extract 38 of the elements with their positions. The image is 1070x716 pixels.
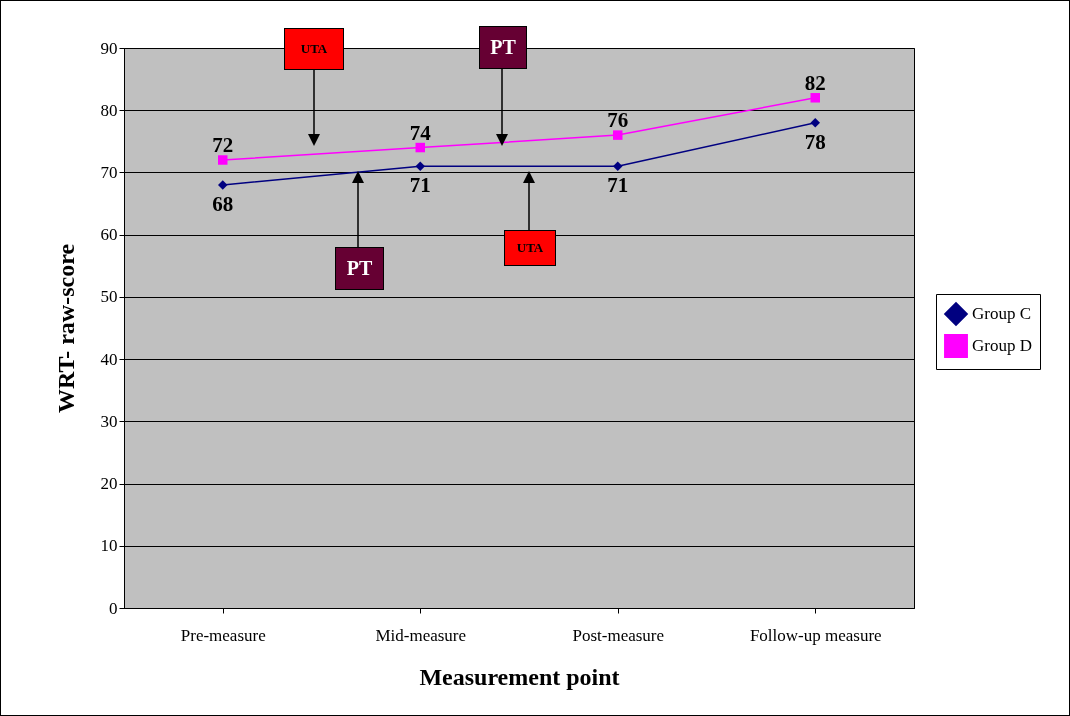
y-tick-label: 60 — [100, 225, 118, 245]
annotation: PT — [479, 26, 527, 69]
point — [810, 93, 820, 103]
x-tick-label: Pre-measure — [180, 625, 266, 645]
y-axis-title: WRT- raw-score — [52, 243, 79, 414]
point — [415, 161, 425, 171]
legend-label: Group C — [972, 304, 1032, 323]
legend-label: Group D — [972, 336, 1032, 355]
y-tick-label: 10 — [100, 536, 118, 556]
y-tick-label: 80 — [100, 100, 118, 120]
point — [613, 161, 623, 171]
x-tick-label: Post-measure — [572, 625, 665, 645]
data-label: 78 — [804, 129, 826, 154]
point — [810, 117, 820, 128]
y-tick-label: 90 — [100, 38, 118, 58]
point — [218, 180, 228, 190]
x-tick-label: Mid-measure — [375, 625, 467, 645]
data-label: 71 — [607, 173, 629, 198]
annotation: UTA — [504, 230, 556, 266]
data-label: 68 — [212, 191, 234, 216]
data-label: 82 — [804, 70, 826, 95]
y-tick-label: 0 — [109, 598, 118, 618]
data-label: 74 — [409, 120, 432, 145]
data-label: 71 — [409, 173, 431, 198]
point — [613, 130, 623, 140]
y-tick-label: 50 — [100, 287, 118, 307]
y-tick-label: 40 — [100, 349, 118, 369]
annotation: UTA — [284, 28, 344, 70]
point — [415, 142, 425, 153]
y-tick-label: 70 — [100, 162, 118, 182]
annotation: PT — [335, 247, 384, 290]
data-label: 76 — [607, 108, 629, 133]
x-tick-label: Follow-up measure — [749, 625, 882, 645]
y-tick-label: 20 — [100, 474, 118, 494]
x-axis-title: Measurement point — [419, 663, 620, 690]
point — [218, 155, 228, 165]
y-tick-label: 30 — [100, 411, 118, 431]
data-label: 72 — [212, 133, 234, 157]
